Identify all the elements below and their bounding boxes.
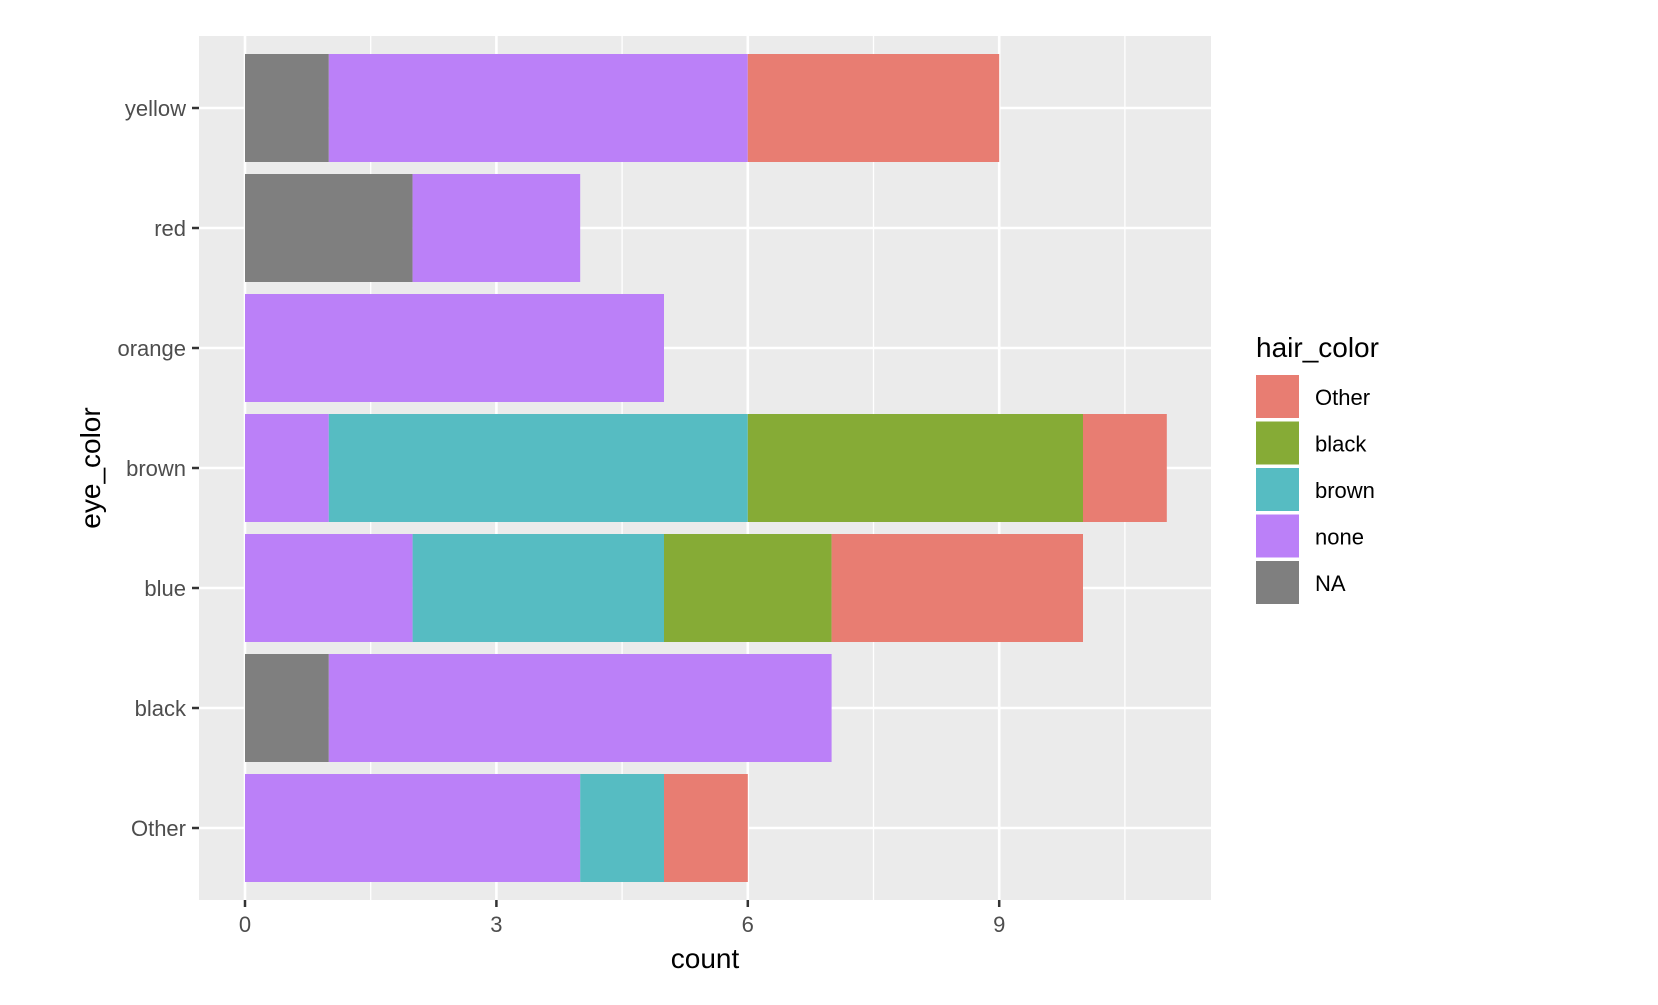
x-tick-label: 0 xyxy=(239,912,251,937)
legend-label: brown xyxy=(1315,478,1375,503)
x-axis: 0 3 6 9 xyxy=(239,900,1005,937)
bar-segment-other-none xyxy=(245,774,581,882)
bar-segment-red-none xyxy=(412,174,581,282)
bar-segment-blue-other xyxy=(831,534,1083,642)
bar-segment-brown-none xyxy=(245,414,329,522)
legend-key-other xyxy=(1256,375,1299,418)
y-axis: Other black blue brown orange red yellow xyxy=(117,96,199,841)
y-tick-label: orange xyxy=(117,336,186,361)
bar-segment-yellow-other xyxy=(747,54,1000,162)
bar-segment-brown-black xyxy=(747,414,1083,522)
x-tick-label: 6 xyxy=(742,912,754,937)
legend-key-black xyxy=(1256,421,1299,465)
x-tick-label: 3 xyxy=(490,912,502,937)
bar-segment-yellow-none xyxy=(328,54,748,162)
bar-segment-yellow-na xyxy=(245,54,329,162)
bars xyxy=(245,54,1167,882)
x-tick-label: 9 xyxy=(993,912,1005,937)
bar-segment-other-brown xyxy=(580,774,664,882)
bar-segment-black-none xyxy=(328,654,832,762)
bar-segment-brown-other xyxy=(1083,414,1167,522)
bar-segment-other-other xyxy=(664,774,748,882)
bar-segment-orange-none xyxy=(245,294,664,402)
y-tick-label: yellow xyxy=(125,96,186,121)
legend-label: NA xyxy=(1315,571,1346,596)
y-tick-label: red xyxy=(154,216,186,241)
legend: hair_color Other black brown none NA xyxy=(1256,332,1379,604)
legend-key-none xyxy=(1256,514,1299,558)
legend-label: black xyxy=(1315,432,1367,457)
bar-segment-blue-brown xyxy=(412,534,664,642)
legend-title: hair_color xyxy=(1256,332,1379,363)
bar-segment-red-na xyxy=(245,174,413,282)
legend-label: Other xyxy=(1315,385,1370,410)
legend-key-brown xyxy=(1256,468,1299,511)
y-tick-label: black xyxy=(135,696,187,721)
legend-key-na xyxy=(1256,561,1299,604)
bar-segment-black-na xyxy=(245,654,329,762)
legend-label: none xyxy=(1315,525,1364,550)
bar-segment-blue-none xyxy=(245,534,413,642)
y-tick-label: blue xyxy=(144,576,186,601)
y-tick-label: Other xyxy=(131,816,186,841)
x-axis-title: count xyxy=(671,943,740,974)
y-tick-label: brown xyxy=(126,456,186,481)
y-axis-title: eye_color xyxy=(75,407,106,528)
bar-segment-blue-black xyxy=(664,534,832,642)
bar-segment-brown-brown xyxy=(328,414,748,522)
